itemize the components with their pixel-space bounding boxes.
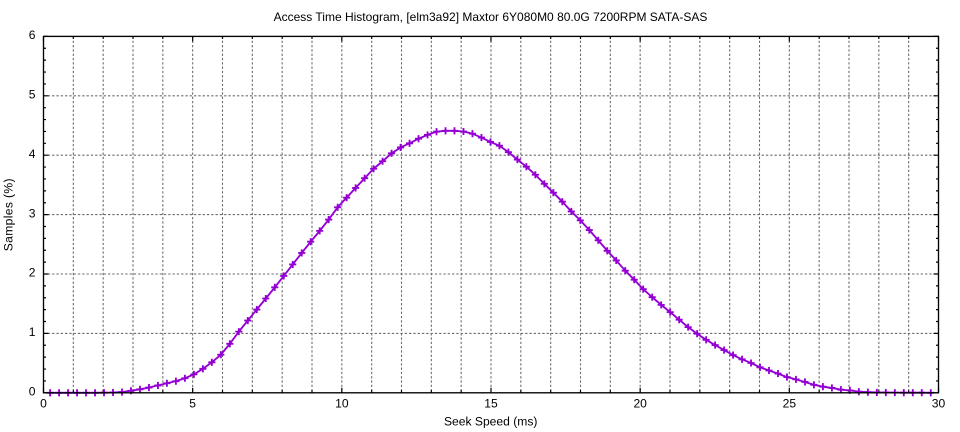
svg-text:0: 0 (40, 397, 47, 411)
svg-text:Samples (%): Samples (%) (1, 178, 15, 251)
svg-text:15: 15 (484, 397, 498, 411)
svg-text:Seek Speed (ms): Seek Speed (ms) (444, 415, 537, 429)
svg-text:0: 0 (29, 384, 36, 398)
svg-text:4: 4 (29, 147, 36, 161)
svg-text:20: 20 (633, 397, 647, 411)
svg-text:1: 1 (29, 325, 36, 339)
svg-text:30: 30 (932, 397, 946, 411)
svg-text:10: 10 (335, 397, 349, 411)
svg-text:3: 3 (29, 206, 36, 220)
svg-text:25: 25 (783, 397, 797, 411)
svg-text:6: 6 (29, 28, 36, 42)
svg-text:5: 5 (29, 87, 36, 101)
svg-text:2: 2 (29, 266, 36, 280)
svg-text:Access Time Histogram, [elm3a9: Access Time Histogram, [elm3a92] Maxtor … (274, 10, 708, 24)
svg-text:5: 5 (189, 397, 196, 411)
